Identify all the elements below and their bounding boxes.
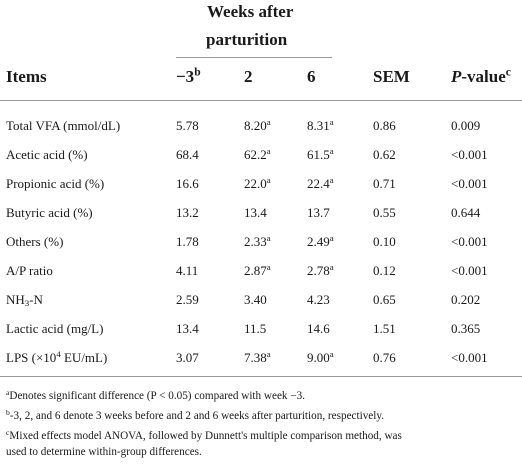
cell-p-value: <0.001 bbox=[451, 350, 488, 365]
col-header-week-6: 6 bbox=[307, 67, 316, 86]
cell-p-value: 0.644 bbox=[451, 205, 481, 220]
cell-week-6: 22.4a bbox=[307, 175, 334, 191]
footnote-b: b-3, 2, and 6 denote 3 weeks before and … bbox=[6, 407, 385, 422]
cell-week-6: 61.5a bbox=[307, 146, 334, 162]
cell-p-value: 0.202 bbox=[451, 292, 481, 307]
cell-week-2: 7.38a bbox=[244, 349, 271, 365]
cell-sem: 0.65 bbox=[373, 292, 396, 307]
cell-week-minus3: 2.59 bbox=[176, 292, 199, 307]
group-header-line1: Weeks after bbox=[207, 2, 294, 21]
cell-week-2: 2.87a bbox=[244, 262, 271, 278]
row-label: Lactic acid (mg/L) bbox=[6, 321, 104, 336]
header-rule bbox=[0, 100, 522, 101]
cell-p-value: 0.365 bbox=[451, 321, 481, 336]
cell-sem: 0.86 bbox=[373, 118, 396, 133]
cell-week-6: 8.31a bbox=[307, 117, 334, 133]
row-label: LPS (×104 EU/mL) bbox=[6, 349, 108, 365]
cell-sem: 0.62 bbox=[373, 147, 396, 162]
cell-week-minus3: 13.2 bbox=[176, 205, 199, 220]
cell-p-value: <0.001 bbox=[451, 263, 488, 278]
cell-sem: 0.12 bbox=[373, 263, 396, 278]
cell-week-2: 11.5 bbox=[244, 321, 267, 336]
cell-week-2: 13.4 bbox=[244, 205, 267, 220]
cell-week-minus3: 16.6 bbox=[176, 176, 199, 191]
cell-p-value: <0.001 bbox=[451, 147, 488, 162]
cell-week-minus3: 3.07 bbox=[176, 350, 199, 365]
col-header-items: Items bbox=[6, 67, 47, 86]
cell-week-minus3: 13.4 bbox=[176, 321, 199, 336]
cell-week-minus3: 4.11 bbox=[176, 263, 199, 278]
cell-week-6: 13.7 bbox=[307, 205, 330, 220]
footnote-a: aDenotes significant difference (P < 0.0… bbox=[6, 387, 306, 402]
col-header-sem: SEM bbox=[373, 67, 410, 86]
row-label: Total VFA (mmol/dL) bbox=[6, 118, 121, 133]
cell-week-6: 9.00a bbox=[307, 349, 334, 365]
cell-week-minus3: 1.78 bbox=[176, 234, 199, 249]
cell-p-value: <0.001 bbox=[451, 234, 488, 249]
cell-week-2: 8.20a bbox=[244, 117, 271, 133]
cell-week-2: 2.33a bbox=[244, 233, 271, 249]
cell-week-6: 2.49a bbox=[307, 233, 334, 249]
table-bottom-rule bbox=[0, 376, 522, 377]
cell-week-6: 14.6 bbox=[307, 321, 330, 336]
cell-sem: 0.10 bbox=[373, 234, 396, 249]
row-label: Acetic acid (%) bbox=[6, 147, 88, 162]
row-label: Propionic acid (%) bbox=[6, 176, 105, 191]
footnote-c-continued: used to determine within-group differenc… bbox=[6, 446, 202, 458]
group-header-underline bbox=[176, 57, 332, 58]
cell-p-value: 0.009 bbox=[451, 118, 481, 133]
col-header-week-minus3: −3b bbox=[176, 65, 201, 86]
group-header-line2: parturition bbox=[206, 30, 288, 49]
col-header-p-value: P-valuec bbox=[451, 65, 511, 86]
cell-week-6: 2.78a bbox=[307, 262, 334, 278]
cell-week-minus3: 68.4 bbox=[176, 147, 199, 162]
cell-p-value: <0.001 bbox=[451, 176, 488, 191]
row-label: Butyric acid (%) bbox=[6, 205, 93, 220]
cell-sem: 0.55 bbox=[373, 205, 396, 220]
row-label: NH3-N bbox=[6, 292, 43, 308]
cell-week-2: 22.0a bbox=[244, 175, 271, 191]
cell-week-2: 3.40 bbox=[244, 292, 267, 307]
cell-week-2: 62.2a bbox=[244, 146, 271, 162]
cell-sem: 1.51 bbox=[373, 321, 396, 336]
cell-week-minus3: 5.78 bbox=[176, 118, 199, 133]
cell-sem: 0.71 bbox=[373, 176, 396, 191]
col-header-week-2: 2 bbox=[244, 67, 253, 86]
row-label: Others (%) bbox=[6, 234, 64, 249]
row-label: A/P ratio bbox=[6, 263, 53, 278]
footnote-c: cMixed effects model ANOVA, followed by … bbox=[6, 427, 402, 442]
cell-week-6: 4.23 bbox=[307, 292, 330, 307]
cell-sem: 0.76 bbox=[373, 350, 396, 365]
